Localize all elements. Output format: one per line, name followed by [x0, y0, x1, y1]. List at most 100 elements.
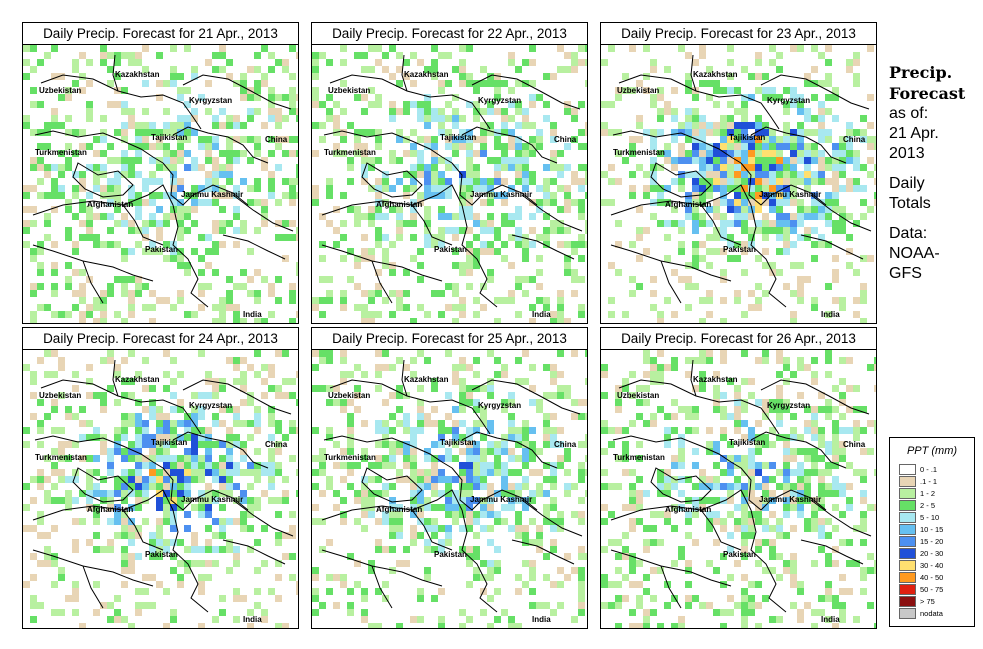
border-line [401, 54, 408, 92]
panel-title: Daily Precip. Forecast for 26 Apr., 2013 [601, 328, 876, 350]
border-line [321, 244, 443, 282]
border-line [612, 435, 742, 469]
map-label-india: India [243, 310, 262, 319]
precip-map: Kazakhstan Uzbekistan Kyrgyzstan Tajikistan… [312, 350, 587, 628]
border-line [740, 162, 827, 206]
map-label-tajikistan: Tajikistan [440, 133, 476, 142]
border-line [461, 204, 498, 308]
forecast-panel-5: Daily Precip. Forecast for 25 Apr., 2013… [311, 327, 588, 629]
border-line [461, 431, 558, 469]
forecast-panel-3: Daily Precip. Forecast for 23 Apr., 2013… [600, 22, 877, 324]
map-label-pakistan: Pakistan [145, 550, 178, 559]
map-canvas: Kazakhstan Uzbekistan Kyrgyzstan Tajikistan… [312, 350, 587, 628]
map-label-afghanistan: Afghanistan [376, 200, 422, 209]
border-line [232, 194, 294, 232]
legend-label: 20 - 30 [920, 548, 944, 558]
legend-item: 10 - 15 [899, 523, 943, 535]
border-line [660, 260, 682, 304]
precip-map: Kazakhstan Uzbekistan Kyrgyzstan Tajikistan… [601, 350, 876, 628]
border-line [612, 130, 742, 164]
border-line [411, 509, 453, 551]
map-canvas: Kazakhstan Uzbekistan Kyrgyzstan Tajikistan… [23, 350, 298, 628]
ppt-legend: PPT (mm) 0 - .1 .1 - 1 1 - 2 2 - 5 5 - 10 10 … [889, 437, 975, 627]
map-label-tajikistan: Tajikistan [729, 133, 765, 142]
border-line [172, 431, 269, 469]
border-line [222, 539, 286, 565]
map-label-india: India [821, 615, 840, 624]
map-label-uzbekistan: Uzbekistan [617, 391, 659, 400]
map-label-afghanistan: Afghanistan [665, 505, 711, 514]
legend-swatch [899, 547, 916, 559]
border-line [72, 467, 134, 503]
border-line [122, 204, 164, 246]
map-label-india: India [532, 615, 551, 624]
legend-item: 1 - 2 [899, 487, 943, 499]
legend-swatch [899, 595, 916, 607]
border-line [32, 244, 154, 282]
border-line [323, 130, 453, 164]
border-line [800, 234, 864, 260]
map-label-pakistan: Pakistan [434, 550, 467, 559]
border-line [700, 204, 742, 246]
map-label-india: India [243, 615, 262, 624]
map-label-kazakhstan: Kazakhstan [693, 70, 738, 79]
border-line [162, 162, 249, 206]
map-label-kyrgyzstan: Kyrgyzstan [767, 96, 810, 105]
legend-label: > 75 [920, 596, 935, 606]
legend-label: 1 - 2 [920, 488, 936, 498]
border-line [329, 379, 491, 435]
legend-item: .1 - 1 [899, 475, 943, 487]
border-line [810, 499, 872, 537]
map-label-turkmenistan: Turkmenistan [613, 148, 665, 157]
map-label-tajikistan: Tajikistan [151, 133, 187, 142]
info-title-line1: Precip. [889, 63, 953, 82]
legend-label: .1 - 1 [920, 476, 938, 486]
border-line [172, 509, 209, 613]
map-label-kazakhstan: Kazakhstan [404, 375, 449, 384]
map-label-tajikistan: Tajikistan [440, 438, 476, 447]
border-line [112, 54, 119, 92]
asof-line3: 2013 [889, 145, 925, 162]
forecast-panel-2: Daily Precip. Forecast for 22 Apr., 2013… [311, 22, 588, 324]
legend-title: PPT (mm) [906, 445, 958, 457]
border-line [521, 499, 583, 537]
legend-item: > 75 [899, 595, 943, 607]
map-label-tajikistan: Tajikistan [151, 438, 187, 447]
legend-item: 5 - 10 [899, 511, 943, 523]
border-line [471, 74, 581, 110]
legend-item: 15 - 20 [899, 535, 943, 547]
border-line [521, 194, 583, 232]
map-label-china: China [554, 135, 577, 144]
border-line [618, 379, 780, 435]
legend-item: 0 - .1 [899, 463, 943, 475]
map-label-china: China [843, 440, 866, 449]
legend-item: 30 - 40 [899, 559, 943, 571]
legend-item: nodata [899, 607, 943, 619]
legend-swatch [899, 523, 916, 535]
legend-swatch [899, 511, 916, 523]
map-label-jammu-kashmir: Jammu Kashmir [470, 190, 532, 199]
map-label-uzbekistan: Uzbekistan [328, 391, 370, 400]
border-line [172, 126, 269, 164]
map-label-pakistan: Pakistan [434, 245, 467, 254]
border-line [750, 509, 787, 613]
data-line3: GFS [889, 265, 922, 282]
forecast-info: Precip. Forecast as of: 21 Apr. 2013 Dai… [889, 62, 979, 284]
border-line [112, 359, 119, 397]
map-label-india: India [532, 310, 551, 319]
map-label-afghanistan: Afghanistan [665, 200, 711, 209]
legend-swatch [899, 559, 916, 571]
border-line [750, 204, 787, 308]
border-line [323, 435, 453, 469]
map-label-uzbekistan: Uzbekistan [328, 86, 370, 95]
map-label-china: China [554, 440, 577, 449]
legend-swatch [899, 475, 916, 487]
border-line [401, 359, 408, 397]
legend-swatch [899, 487, 916, 499]
map-label-pakistan: Pakistan [723, 550, 756, 559]
legend-swatch [899, 607, 916, 619]
legend-label: 2 - 5 [920, 500, 936, 510]
border-line [740, 467, 827, 511]
legend-item: 40 - 50 [899, 571, 943, 583]
border-line [329, 74, 491, 130]
